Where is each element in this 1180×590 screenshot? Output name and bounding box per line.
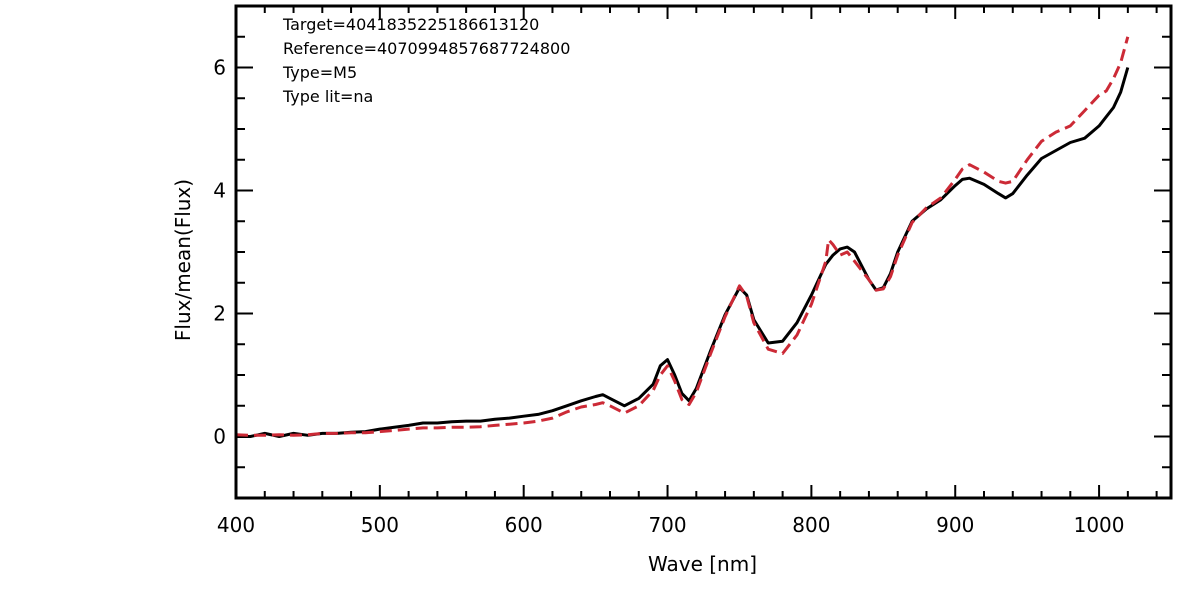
series-line-1	[236, 67, 1130, 438]
annotations: Target=4041835225186613120 Reference=4070…	[282, 15, 570, 106]
y-tick-label: 4	[213, 179, 226, 203]
annotation-line: Type=M5	[282, 63, 357, 82]
y-tick-label: 0	[213, 425, 226, 449]
x-tick-label: 700	[648, 513, 686, 537]
y-axis-label: Flux/mean(Flux)	[171, 179, 195, 341]
series-line-2	[235, 36, 1130, 437]
annotation-line: Target=4041835225186613120	[282, 15, 539, 34]
x-tick-label: 800	[792, 513, 830, 537]
series-lines	[235, 36, 1130, 438]
x-tick-label: 500	[361, 513, 399, 537]
y-tick-label: 6	[213, 56, 226, 80]
y-tick-label: 2	[213, 302, 226, 326]
tick-labels: 400 500 600 700 800 900 1000 0 2 4 6	[213, 56, 1124, 538]
annotation-line: Type lit=na	[282, 87, 373, 106]
plot-frame	[234, 4, 1173, 500]
x-axis-label: Wave [nm]	[648, 552, 757, 576]
x-tick-label: 400	[217, 513, 255, 537]
x-tick-label: 1000	[1074, 513, 1125, 537]
x-tick-label: 600	[505, 513, 543, 537]
x-tick-label: 900	[936, 513, 974, 537]
annotation-line: Reference=4070994857687724800	[283, 39, 570, 58]
axis-ticks	[235, 5, 1171, 499]
